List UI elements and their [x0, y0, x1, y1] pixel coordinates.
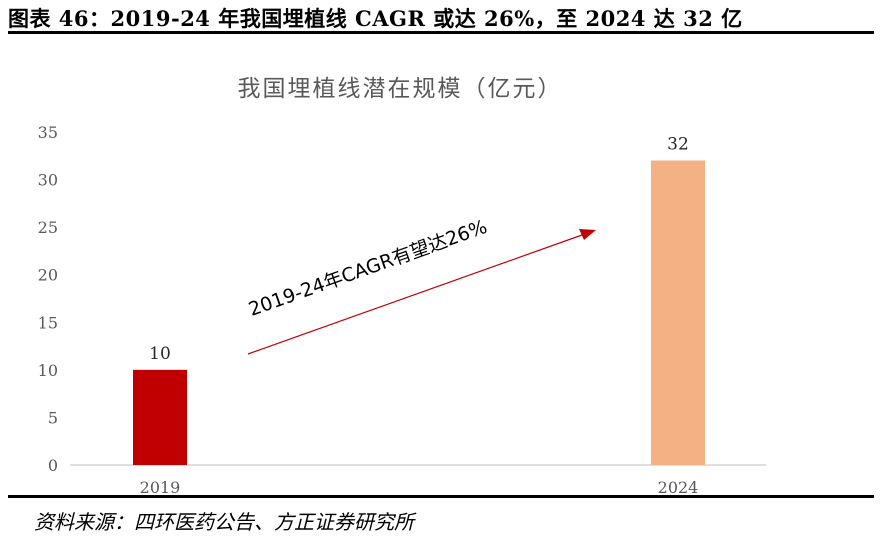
y-tick-label: 0 [48, 456, 58, 475]
figure-title: 图表 46：2019-24 年我国埋植线 CAGR 或达 26%，至 2024 … [8, 6, 743, 31]
data-label: 32 [667, 135, 689, 155]
bottom-rule [8, 495, 874, 498]
data-label: 10 [149, 344, 171, 364]
top-rule [8, 31, 874, 34]
y-tick-label: 30 [38, 171, 58, 190]
y-tick-label: 5 [48, 408, 58, 427]
chart-title: 我国埋植线潜在规模（亿元） [238, 76, 563, 102]
growth-arrowhead [579, 229, 596, 240]
y-tick-label: 10 [38, 361, 58, 380]
growth-arrow [247, 234, 583, 355]
y-tick-label: 35 [38, 123, 58, 142]
cagr-label: 2019-24年CAGR有望达26% [246, 216, 490, 321]
bar-2024 [651, 160, 705, 466]
bar-2019 [133, 369, 187, 465]
y-tick-label: 25 [38, 218, 58, 237]
x-tick-label: 2019 [140, 478, 181, 497]
x-tick-label: 2024 [658, 478, 699, 497]
cagr-annotation: 2019-24年CAGR有望达26% [246, 216, 596, 355]
bars: 10 2019 32 2024 [133, 135, 705, 497]
y-tick-label: 15 [38, 313, 58, 332]
source-note: 资料来源：四环医药公告、方正证券研究所 [34, 510, 414, 534]
y-tick-label: 20 [38, 266, 58, 285]
y-axis: 0 5 10 15 20 25 30 35 [38, 123, 58, 475]
